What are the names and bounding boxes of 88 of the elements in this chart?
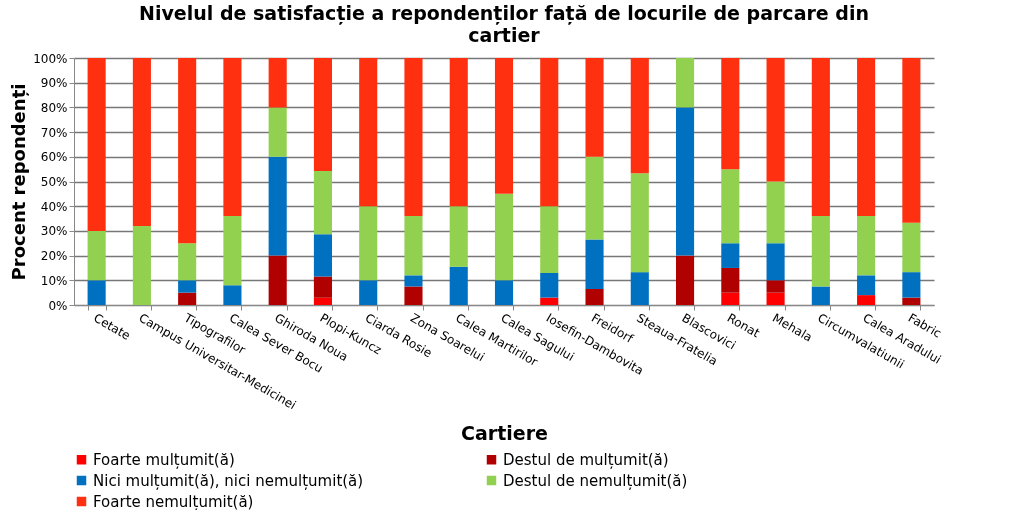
bar bbox=[630, 173, 649, 273]
bar bbox=[766, 243, 785, 281]
bar bbox=[313, 234, 332, 277]
legend-label: Nici mulțumit(ă), nici nemulțumit(ă) bbox=[93, 471, 364, 490]
bar bbox=[132, 58, 151, 226]
y-axis-title: Procent repondenți bbox=[8, 83, 30, 281]
bar bbox=[223, 58, 242, 217]
y-tick-label: 30% bbox=[40, 224, 68, 239]
bar bbox=[178, 243, 197, 281]
bar bbox=[449, 206, 468, 267]
bar bbox=[449, 58, 468, 207]
bar bbox=[87, 58, 106, 231]
y-tick-label: 60% bbox=[40, 150, 68, 165]
bar bbox=[766, 280, 785, 293]
bar bbox=[87, 280, 106, 305]
bar bbox=[721, 169, 740, 244]
bar bbox=[494, 193, 514, 281]
bar bbox=[902, 297, 921, 305]
bar bbox=[721, 292, 740, 305]
bar bbox=[540, 206, 559, 273]
bar bbox=[857, 275, 876, 296]
bar bbox=[404, 275, 423, 287]
chart-title: Nivelul de satisfacție a repondenților față de locurile de parcare din cartier bbox=[139, 2, 869, 46]
bar bbox=[540, 297, 559, 305]
bar bbox=[811, 58, 830, 217]
bar bbox=[676, 255, 695, 305]
legend-label: Destul de nemulțumit(ă) bbox=[503, 471, 688, 490]
bar bbox=[902, 58, 921, 223]
bar bbox=[494, 58, 514, 194]
legend-label: Destul de mulțumit(ă) bbox=[503, 450, 669, 469]
bar bbox=[857, 216, 876, 276]
bar bbox=[268, 107, 287, 157]
bar bbox=[811, 286, 830, 305]
bar bbox=[359, 58, 378, 207]
bar bbox=[540, 272, 559, 298]
y-tick-label: 40% bbox=[40, 199, 68, 214]
bar bbox=[268, 156, 287, 256]
y-tick-label: 20% bbox=[40, 249, 68, 264]
bar bbox=[359, 206, 378, 281]
y-tick-label: 10% bbox=[40, 273, 68, 288]
bar bbox=[268, 255, 287, 305]
y-tick-label: 80% bbox=[40, 100, 68, 115]
bar bbox=[857, 58, 876, 217]
bar bbox=[766, 292, 785, 305]
bar bbox=[87, 230, 106, 281]
y-tick-label: 90% bbox=[40, 76, 68, 91]
bar bbox=[313, 170, 332, 235]
bar bbox=[902, 222, 921, 273]
bar bbox=[449, 266, 468, 305]
bar bbox=[359, 280, 378, 305]
y-tick-label: 50% bbox=[40, 175, 68, 189]
bar bbox=[178, 280, 197, 293]
y-tick-label: 0% bbox=[48, 298, 68, 313]
bar bbox=[313, 297, 332, 305]
bar bbox=[857, 295, 876, 305]
y-tick-label: 70% bbox=[40, 125, 68, 140]
bar bbox=[676, 107, 695, 256]
bar bbox=[766, 58, 785, 182]
bar bbox=[721, 243, 740, 268]
bar bbox=[223, 216, 242, 286]
bar bbox=[585, 288, 604, 305]
bar bbox=[313, 58, 332, 171]
bar bbox=[132, 225, 151, 305]
bar bbox=[223, 285, 242, 305]
bar bbox=[404, 286, 423, 305]
bar bbox=[540, 58, 559, 207]
bar bbox=[404, 58, 423, 217]
legend-label: Foarte nemulțumit(ă) bbox=[93, 492, 254, 511]
bar bbox=[902, 272, 921, 298]
bar bbox=[313, 276, 332, 298]
bar bbox=[585, 156, 604, 240]
bar bbox=[268, 58, 287, 108]
bar bbox=[585, 239, 604, 289]
bar bbox=[721, 58, 740, 170]
bar bbox=[630, 272, 649, 305]
bar bbox=[811, 216, 830, 287]
bar bbox=[178, 58, 197, 244]
x-axis-title: Cartiere bbox=[461, 422, 548, 445]
bar bbox=[630, 58, 649, 174]
bar bbox=[676, 58, 695, 108]
bar bbox=[494, 280, 514, 305]
bar bbox=[721, 267, 740, 293]
bar bbox=[178, 292, 197, 305]
bar bbox=[766, 181, 785, 244]
legend-label: Foarte mulțumit(ă) bbox=[93, 450, 235, 469]
bar bbox=[585, 58, 604, 157]
y-tick-label: 100% bbox=[33, 51, 68, 66]
bar bbox=[404, 216, 423, 276]
